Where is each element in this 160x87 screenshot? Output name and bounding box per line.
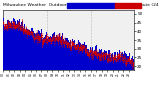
- Text: Milwaukee Weather  Outdoor Temperature vs Wind Chill per Minute (24 Hours): Milwaukee Weather Outdoor Temperature vs…: [3, 3, 160, 7]
